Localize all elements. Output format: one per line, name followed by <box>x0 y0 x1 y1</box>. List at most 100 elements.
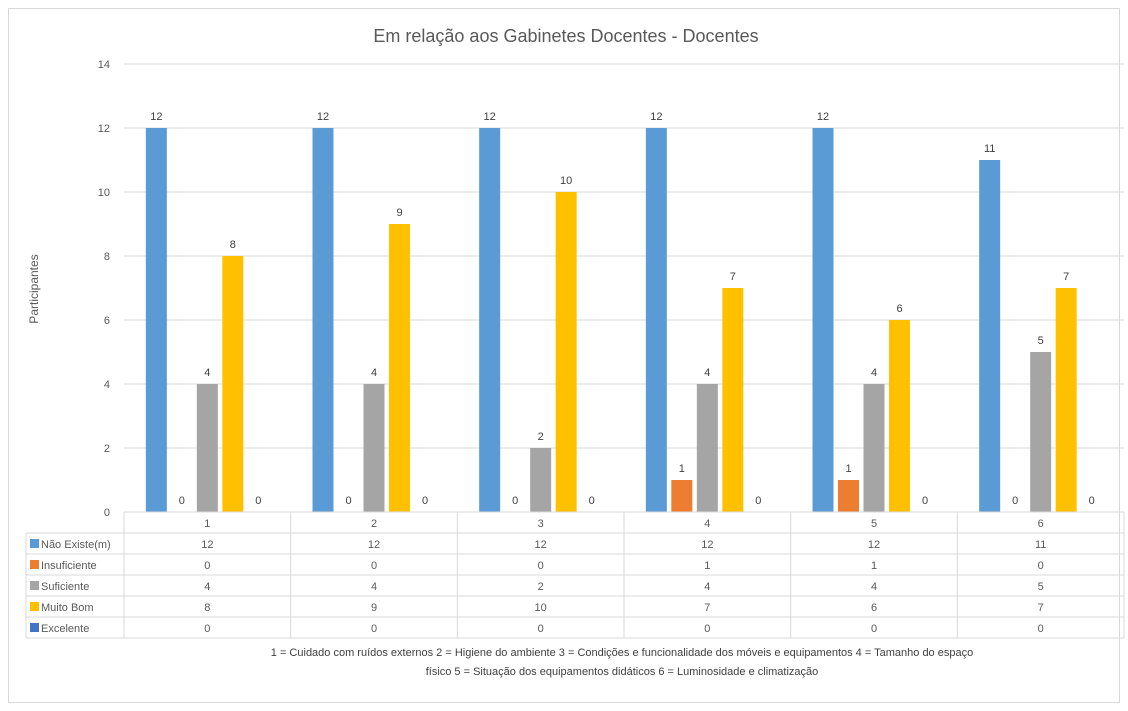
legend-label-series3: Suficiente <box>41 581 89 593</box>
data-label-cat2-series1: 12 <box>317 111 329 123</box>
data-label-cat5-series5: 0 <box>922 495 928 507</box>
table-cell-series1-cat4: 12 <box>701 539 713 551</box>
table-cell-series4-cat6: 7 <box>1038 602 1044 614</box>
table-cell-series5-cat5: 0 <box>871 623 877 635</box>
data-label-cat6-series1: 11 <box>984 143 995 155</box>
data-label-cat6-series5: 0 <box>1089 495 1095 507</box>
bar-cat5-series4 <box>889 320 910 512</box>
data-label-cat1-series4: 8 <box>230 239 236 251</box>
legend-label-series1: Não Existe(m) <box>41 539 111 551</box>
bar-cat4-series1 <box>645 128 667 512</box>
y-axis-label: Participantes <box>27 254 41 323</box>
data-label-cat2-series5: 0 <box>422 495 428 507</box>
data-label-cat5-series2: 1 <box>845 463 851 475</box>
legend-key-series3 <box>30 581 39 590</box>
legend-label-series5: Excelente <box>41 623 89 635</box>
table-cell-series1-cat2: 12 <box>368 539 380 551</box>
data-label-cat2-series2: 0 <box>345 495 351 507</box>
data-label-cat6-series2: 0 <box>1012 495 1018 507</box>
bar-cat2-series3 <box>363 384 385 512</box>
bar-cat6-series1 <box>979 160 1001 512</box>
table-cell-series3-cat1: 4 <box>204 581 210 593</box>
x-tick-label-2: 2 <box>371 518 377 530</box>
y-tick-label-2: 2 <box>104 443 110 455</box>
bar-cat2-series1 <box>312 128 334 512</box>
table-cell-series5-cat4: 0 <box>704 623 710 635</box>
bar-cat2-series4 <box>389 224 410 512</box>
y-tick-label-14: 14 <box>98 59 110 71</box>
legend-key-series5 <box>30 623 39 632</box>
table-cell-series4-cat2: 9 <box>371 602 377 614</box>
data-label-cat1-series1: 12 <box>150 111 162 123</box>
data-label-cat1-series5: 0 <box>255 495 261 507</box>
table-cell-series2-cat1: 0 <box>204 560 210 572</box>
data-label-cat5-series3: 4 <box>871 367 877 379</box>
bar-cat1-series3 <box>196 384 218 512</box>
data-label-cat6-series3: 5 <box>1038 335 1044 347</box>
table-cell-series1-cat6: 11 <box>1035 539 1046 551</box>
table-cell-series5-cat1: 0 <box>204 623 210 635</box>
data-label-cat3-series3: 2 <box>538 431 544 443</box>
table-cell-series2-cat6: 0 <box>1038 560 1044 572</box>
footnote-line-1: 1 = Cuidado com ruídos externos 2 = Higi… <box>271 647 973 659</box>
data-label-cat3-series2: 0 <box>512 495 518 507</box>
table-cell-series4-cat5: 6 <box>871 602 877 614</box>
x-tick-label-4: 4 <box>704 518 710 530</box>
bar-cat3-series4 <box>555 192 577 512</box>
table-cell-series2-cat2: 0 <box>371 560 377 572</box>
table-cell-series2-cat3: 0 <box>538 560 544 572</box>
legend-label-series4: Muito Bom <box>41 602 94 614</box>
data-label-cat1-series2: 0 <box>179 495 185 507</box>
bar-cat5-series3 <box>863 384 885 512</box>
data-label-cat1-series3: 4 <box>204 367 210 379</box>
bar-cat6-series4 <box>1055 288 1077 512</box>
legend-label-series2: Insuficiente <box>41 560 97 572</box>
data-label-cat2-series3: 4 <box>371 367 377 379</box>
legend-key-series2 <box>30 560 39 569</box>
bar-cat5-series1 <box>812 128 834 512</box>
table-cell-series1-cat5: 12 <box>868 539 880 551</box>
legend-key-series4 <box>30 602 39 611</box>
data-label-cat3-series4: 10 <box>560 175 572 187</box>
table-cell-series3-cat4: 4 <box>704 581 710 593</box>
y-tick-label-4: 4 <box>104 379 110 391</box>
table-cell-series5-cat3: 0 <box>538 623 544 635</box>
y-tick-label-0: 0 <box>104 507 110 519</box>
bar-cat1-series1 <box>145 128 167 512</box>
bar-cat4-series4 <box>722 288 744 512</box>
bar-cat5-series2 <box>838 480 859 512</box>
table-cell-series2-cat5: 1 <box>871 560 877 572</box>
table-cell-series1-cat1: 12 <box>201 539 213 551</box>
table-cell-series3-cat2: 4 <box>371 581 377 593</box>
data-label-cat4-series3: 4 <box>704 367 710 379</box>
bar-cat3-series1 <box>479 128 501 512</box>
table-cell-series4-cat1: 8 <box>204 602 210 614</box>
footnote-line-2: físico 5 = Situação dos equipamentos did… <box>426 666 819 678</box>
data-label-cat2-series4: 9 <box>396 207 402 219</box>
chart-title: Em relação aos Gabinetes Docentes - Doce… <box>373 26 758 46</box>
x-tick-label-1: 1 <box>204 518 210 530</box>
y-tick-label-6: 6 <box>104 315 110 327</box>
x-tick-label-6: 6 <box>1038 518 1044 530</box>
data-label-cat4-series4: 7 <box>730 271 736 283</box>
data-label-cat4-series5: 0 <box>755 495 761 507</box>
data-label-cat3-series1: 12 <box>484 111 496 123</box>
bar-cat4-series3 <box>696 384 718 512</box>
table-cell-series1-cat3: 12 <box>535 539 547 551</box>
y-tick-label-10: 10 <box>98 187 110 199</box>
data-label-cat5-series4: 6 <box>896 303 902 315</box>
table-cell-series4-cat4: 7 <box>704 602 710 614</box>
table-cell-series2-cat4: 1 <box>704 560 710 572</box>
x-tick-label-5: 5 <box>871 518 877 530</box>
y-tick-label-12: 12 <box>98 123 110 135</box>
table-cell-series3-cat3: 2 <box>538 581 544 593</box>
data-label-cat4-series1: 12 <box>650 111 662 123</box>
table-cell-series4-cat3: 10 <box>535 602 547 614</box>
bar-cat1-series4 <box>222 256 244 512</box>
legend-key-series1 <box>30 539 39 548</box>
data-label-cat6-series4: 7 <box>1063 271 1069 283</box>
bar-cat3-series3 <box>530 448 552 512</box>
